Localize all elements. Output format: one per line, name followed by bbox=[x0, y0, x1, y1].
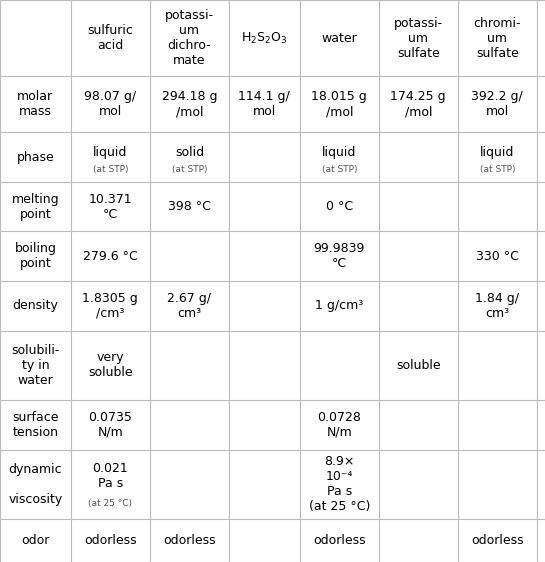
Text: 10.371
°C: 10.371 °C bbox=[88, 193, 132, 221]
Text: 2.67 g/
cm³: 2.67 g/ cm³ bbox=[167, 292, 211, 320]
Text: 8.9×
10⁻⁴
Pa s
(at 25 °C): 8.9× 10⁻⁴ Pa s (at 25 °C) bbox=[308, 455, 370, 513]
Text: 330 °C: 330 °C bbox=[476, 250, 519, 262]
Text: 99.9839
°C: 99.9839 °C bbox=[313, 242, 365, 270]
Text: potassi-
um
sulfate: potassi- um sulfate bbox=[393, 16, 443, 60]
Text: 0 °C: 0 °C bbox=[326, 200, 353, 213]
Text: boiling
point: boiling point bbox=[15, 242, 56, 270]
Text: odorless: odorless bbox=[313, 534, 366, 547]
Text: 0.0735
N/m: 0.0735 N/m bbox=[88, 411, 132, 439]
Text: water: water bbox=[322, 31, 357, 44]
Text: (at STP): (at STP) bbox=[480, 165, 515, 174]
Text: 1.84 g/
cm³: 1.84 g/ cm³ bbox=[475, 292, 519, 320]
Text: 279.6 °C: 279.6 °C bbox=[83, 250, 138, 262]
Text: 398 °C: 398 °C bbox=[168, 200, 211, 213]
Text: soluble: soluble bbox=[396, 359, 440, 372]
Text: odorless: odorless bbox=[163, 534, 216, 547]
Text: liquid: liquid bbox=[93, 146, 128, 158]
Text: liquid: liquid bbox=[480, 146, 514, 158]
Text: 98.07 g/
mol: 98.07 g/ mol bbox=[84, 90, 136, 118]
Text: liquid: liquid bbox=[322, 146, 356, 158]
Text: 1.8305 g
/cm³: 1.8305 g /cm³ bbox=[82, 292, 138, 320]
Text: 114.1 g/
mol: 114.1 g/ mol bbox=[239, 90, 290, 118]
Text: odorless: odorless bbox=[84, 534, 137, 547]
Text: dynamic

viscosity: dynamic viscosity bbox=[8, 463, 63, 506]
Text: 0.0728
N/m: 0.0728 N/m bbox=[317, 411, 361, 439]
Text: (at 25 °C): (at 25 °C) bbox=[88, 499, 132, 508]
Text: molar
mass: molar mass bbox=[17, 90, 53, 118]
Text: (at STP): (at STP) bbox=[322, 165, 357, 174]
Text: 18.015 g
/mol: 18.015 g /mol bbox=[311, 90, 367, 118]
Text: density: density bbox=[13, 300, 58, 312]
Text: odor: odor bbox=[21, 534, 50, 547]
Text: (at STP): (at STP) bbox=[93, 165, 128, 174]
Text: phase: phase bbox=[16, 151, 54, 164]
Text: (at STP): (at STP) bbox=[172, 165, 207, 174]
Text: 294.18 g
/mol: 294.18 g /mol bbox=[162, 90, 217, 118]
Text: surface
tension: surface tension bbox=[12, 411, 59, 439]
Text: melting
point: melting point bbox=[11, 193, 59, 221]
Text: potassi-
um
dichro-
mate: potassi- um dichro- mate bbox=[165, 9, 214, 67]
Text: 0.021
Pa s: 0.021 Pa s bbox=[93, 462, 128, 490]
Text: 174.25 g
/mol: 174.25 g /mol bbox=[390, 90, 446, 118]
Text: solid: solid bbox=[175, 146, 204, 158]
Text: very
soluble: very soluble bbox=[88, 351, 132, 379]
Text: 1 g/cm³: 1 g/cm³ bbox=[315, 300, 364, 312]
Text: odorless: odorless bbox=[471, 534, 524, 547]
Text: H$_2$S$_2$O$_3$: H$_2$S$_2$O$_3$ bbox=[241, 30, 287, 46]
Text: sulfuric
acid: sulfuric acid bbox=[87, 24, 134, 52]
Text: chromi-
um
sulfate: chromi- um sulfate bbox=[474, 16, 521, 60]
Text: 392.2 g/
mol: 392.2 g/ mol bbox=[471, 90, 523, 118]
Text: solubili-
ty in
water: solubili- ty in water bbox=[11, 344, 59, 387]
